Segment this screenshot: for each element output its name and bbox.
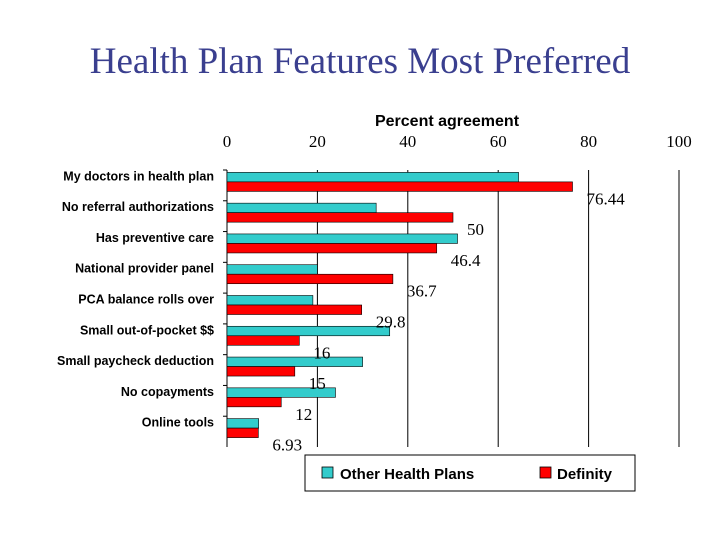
category-label-small-paycheck-deduction: Small paycheck deduction	[57, 354, 214, 368]
data-labels: 76.44 50 46.4 36.729.8 16 15 12 6.93	[272, 189, 625, 454]
x-tick-label: 80	[580, 132, 597, 151]
bar-other-health-plans-pca-balance-rolls-over	[226, 295, 314, 306]
bar-definity-pca-balance-rolls-over	[226, 304, 362, 315]
legend-swatch-other-health-plans	[321, 466, 334, 479]
data-label-online-tools: 6.93	[272, 436, 302, 455]
category-label-no-copayments: No copayments	[121, 385, 214, 399]
x-axis-title: Percent agreement	[375, 113, 520, 130]
legend-label-definity: Definity	[557, 466, 613, 483]
bar-other-health-plans-my-doctors-in-health-plan	[226, 172, 519, 183]
x-tick-label: 100	[666, 132, 692, 151]
data-label-has-preventive-care: 46.4	[451, 251, 481, 270]
bar-definity-has-preventive-care	[226, 243, 438, 254]
x-tick-labels: 0 20 40 60 80 100	[223, 132, 692, 151]
bar-definity-my-doctors-in-health-plan	[226, 181, 573, 192]
bar-other-health-plans-has-preventive-care	[226, 233, 458, 244]
bar-definity-national-provider-panel	[226, 273, 394, 285]
bar-definity-small-out-of-pocket	[226, 335, 300, 346]
category-label-pca-balance-rolls-over: PCA balance rolls over	[78, 293, 214, 307]
bar-other-health-plans-online-tools	[226, 418, 259, 429]
category-label-online-tools: Online tools	[142, 416, 214, 430]
slide-title: Health Plan Features Most Preferred	[89, 41, 631, 82]
data-label-small-out-of-pocket: 16	[313, 343, 330, 362]
legend-label-other-health-plans: Other Health Plans	[340, 466, 474, 483]
bar-other-health-plans-small-paycheck-deduction	[226, 356, 363, 367]
x-tick-label: 40	[399, 132, 416, 151]
x-tick-label: 60	[490, 132, 507, 151]
bar-definity-online-tools	[226, 427, 259, 438]
x-tick-label: 20	[309, 132, 326, 151]
legend: Other Health Plans Definity	[304, 454, 636, 492]
bar-definity-no-copayments	[226, 397, 282, 408]
category-label-no-referral-authorizations: No referral authorizations	[62, 200, 214, 214]
bar-definity-no-referral-authorizations	[226, 212, 454, 223]
category-labels: My doctors in health plan No referral aut…	[57, 169, 214, 429]
bar-definity-small-paycheck-deduction	[226, 366, 296, 377]
x-tick-label: 0	[223, 132, 232, 151]
category-label-national-provider-panel: National provider panel	[75, 262, 214, 276]
bars	[226, 172, 573, 438]
bar-other-health-plans-small-out-of-pocket	[226, 325, 391, 337]
data-label-my-doctors-in-health-plan: 76.44	[587, 189, 626, 208]
data-label-no-copayments: 12	[295, 405, 312, 424]
data-label-no-referral-authorizations: 50	[467, 220, 484, 239]
legend-swatch-definity	[539, 466, 552, 479]
bar-other-health-plans-national-provider-panel	[226, 264, 318, 275]
legend-box	[304, 454, 636, 492]
category-label-has-preventive-care: Has preventive care	[96, 231, 214, 245]
category-label-my-doctors-in-health-plan: My doctors in health plan	[63, 169, 214, 183]
category-label-small-out-of-pocket: Small out-of-pocket $$	[80, 323, 214, 337]
bar-other-health-plans-no-referral-authorizations	[226, 202, 377, 213]
data-label-national-provider-panel: 36.7	[407, 282, 437, 301]
data-label-small-paycheck-deduction: 15	[309, 374, 326, 393]
data-label-pca-balance-rolls-over: 29.8	[376, 313, 406, 332]
